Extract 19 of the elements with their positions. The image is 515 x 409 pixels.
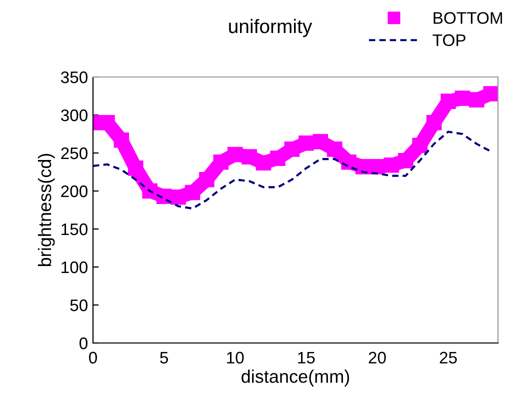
y-tick-label: 200 <box>61 185 88 198</box>
legend-label: BOTTOM <box>434 12 502 24</box>
y-tick-label: 150 <box>62 223 88 236</box>
y-tick-label: 250 <box>61 147 88 160</box>
y-tick-label: 0 <box>80 337 88 350</box>
y-tick-label: 350 <box>60 71 88 84</box>
chart-title: uniformity <box>229 18 312 38</box>
y-tick-label: 300 <box>60 109 88 122</box>
legend-label: TOP <box>432 34 466 46</box>
x-tick-label: 10 <box>227 352 244 364</box>
x-tick-label: 0 <box>89 352 97 364</box>
y-axis-title: brightness(cd) <box>38 154 55 266</box>
x-tick-label: 15 <box>298 352 315 364</box>
x-axis-title: distance(mm) <box>242 370 350 386</box>
x-tick-label: 5 <box>160 352 168 364</box>
y-tick-label: 50 <box>70 299 88 312</box>
x-tick-label: 25 <box>440 352 457 364</box>
y-tick-label: 100 <box>62 261 88 274</box>
x-tick-label: 20 <box>368 352 386 364</box>
